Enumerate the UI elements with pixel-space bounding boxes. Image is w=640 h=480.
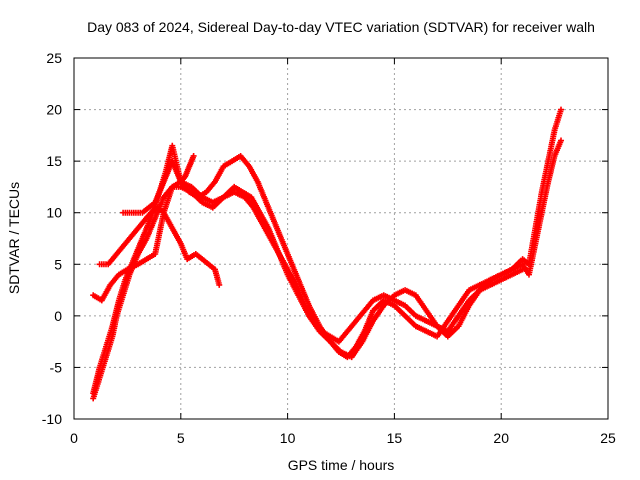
series-track-b [90, 106, 565, 397]
grid-lines [74, 58, 608, 419]
x-tick-labels: 0 5 10 15 20 25 [70, 430, 616, 446]
x-tick-label: 25 [600, 430, 616, 446]
series-track-d [96, 204, 223, 288]
y-tick-label: 25 [46, 50, 62, 66]
chart-title: Day 083 of 2024, Sidereal Day-to-day VTE… [87, 19, 595, 35]
x-tick-label: 10 [280, 430, 296, 446]
data-point [558, 106, 565, 113]
y-tick-label: 15 [46, 153, 62, 169]
series-track-e [120, 152, 197, 216]
x-tick-label: 5 [177, 430, 185, 446]
x-axis-label: GPS time / hours [288, 457, 395, 473]
plot-frame [73, 57, 609, 420]
data-point [216, 281, 223, 288]
data-series [90, 106, 565, 402]
x-tick-label: 0 [70, 430, 78, 446]
data-point [519, 266, 526, 273]
y-tick-label: -5 [50, 359, 63, 375]
y-tick-label: -10 [42, 411, 62, 427]
y-tick-labels: -10 -5 0 5 10 15 20 25 [42, 50, 62, 427]
y-axis-label: SDTVAR / TECUs [6, 182, 22, 294]
y-tick-label: 5 [54, 256, 62, 272]
y-tick-label: 10 [46, 205, 62, 221]
data-point [190, 152, 197, 159]
y-tick-label: 20 [46, 102, 62, 118]
axis-ticks [73, 57, 609, 420]
x-tick-label: 20 [493, 430, 509, 446]
data-point [558, 137, 565, 144]
x-tick-label: 15 [387, 430, 403, 446]
y-tick-label: 0 [54, 308, 62, 324]
